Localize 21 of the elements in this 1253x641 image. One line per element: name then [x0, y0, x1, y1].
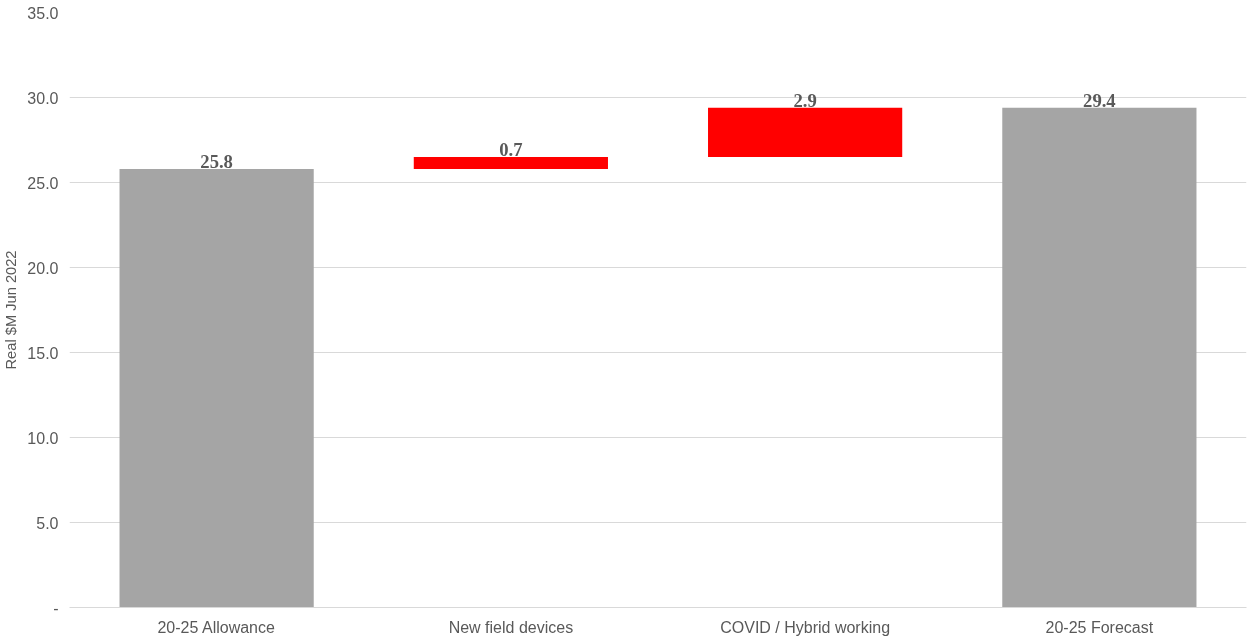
y-tick-label: 25.0 — [27, 174, 59, 192]
y-tick-label: 20.0 — [27, 259, 59, 277]
y-tick-label: 35.0 — [27, 4, 59, 22]
bar — [1002, 107, 1197, 608]
y-tick-label: 10.0 — [27, 429, 59, 447]
x-tick-label: COVID / Hybrid working — [720, 618, 891, 636]
data-label: 2.9 — [793, 89, 817, 111]
y-tick-label: 15.0 — [27, 344, 59, 362]
bar — [119, 168, 314, 608]
bar — [708, 107, 903, 157]
y-axis-title: Real $M Jun 2022 — [3, 250, 20, 370]
y-tick-label: 5.0 — [36, 514, 59, 532]
data-label: 0.7 — [499, 139, 523, 160]
x-tick-label: 20-25 Forecast — [1045, 618, 1154, 636]
data-label: 25.8 — [200, 150, 233, 172]
x-tick-label: 20-25 Allowance — [157, 618, 275, 636]
bar — [413, 157, 608, 169]
x-tick-label: New field devices — [448, 618, 574, 636]
y-tick-label: 30.0 — [27, 89, 59, 107]
y-tick-label: - — [53, 599, 59, 617]
data-label: 29.4 — [1083, 89, 1116, 111]
